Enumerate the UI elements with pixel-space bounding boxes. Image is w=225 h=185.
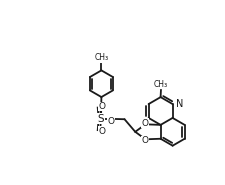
Text: CH₃: CH₃ [94,53,108,62]
Text: O: O [142,119,149,127]
Text: O: O [99,102,106,111]
Text: N: N [176,99,183,109]
Text: CH₃: CH₃ [154,80,168,89]
Text: O: O [142,136,149,145]
Text: S: S [98,114,104,124]
Text: O: O [99,127,106,136]
Text: O: O [108,117,115,126]
